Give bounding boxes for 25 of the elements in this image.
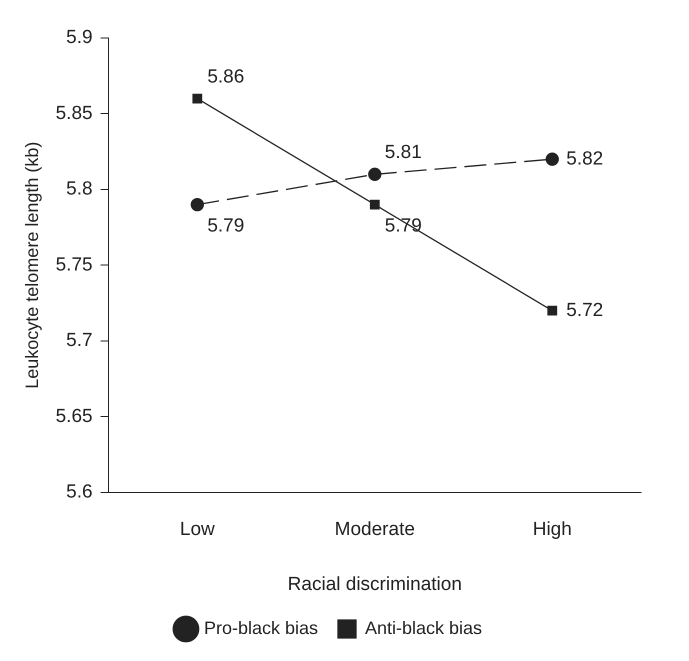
point [370, 200, 380, 210]
y-tick-label: 5.85 [56, 102, 93, 124]
y-tick-label: 5.6 [66, 482, 93, 503]
point [547, 306, 558, 316]
x-axis-title: Racial discrimination [288, 574, 462, 595]
x-tick-label: Moderate [334, 519, 415, 540]
legend-label: Pro-black bias [204, 618, 318, 638]
data-label: 5.82 [566, 148, 604, 170]
y-tick-label: 5.75 [56, 254, 93, 276]
x-tick-label: Low [180, 519, 216, 540]
y-tick-label: 5.8 [66, 178, 93, 200]
y-axis-title: Leukocyte telomere length (kb) [22, 142, 42, 389]
y-tick-label: 5.7 [66, 330, 93, 352]
x-tick-label: High [532, 519, 572, 540]
data-label: 5.72 [566, 300, 604, 321]
point [190, 198, 204, 212]
point [546, 152, 559, 166]
data-label: 5.79 [207, 215, 244, 236]
point [368, 168, 382, 181]
point [192, 94, 202, 104]
data-label: 5.81 [384, 142, 422, 164]
y-tick-label: 5.9 [66, 27, 93, 48]
legend-label: Anti-black bias [364, 618, 482, 638]
y-tick-label: 5.65 [56, 406, 93, 427]
data-label: 5.86 [207, 66, 244, 88]
